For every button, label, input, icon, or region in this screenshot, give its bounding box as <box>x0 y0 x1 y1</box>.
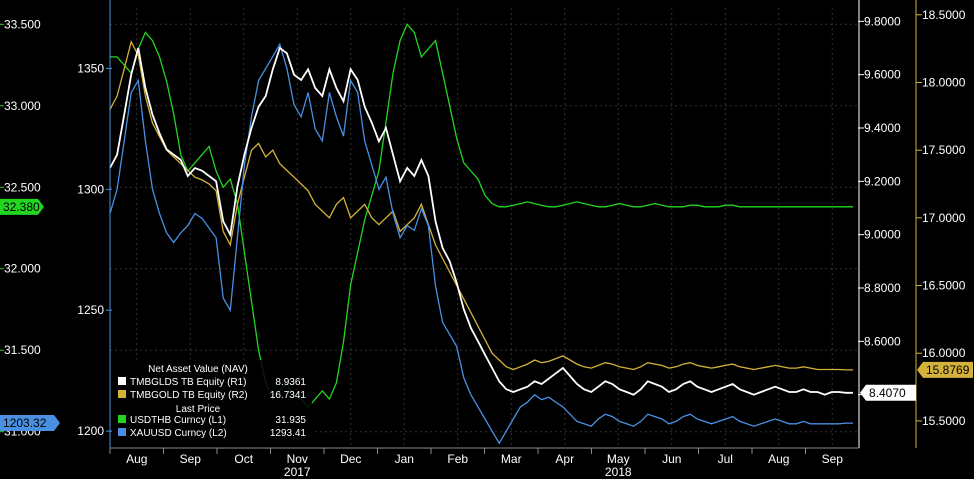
axis-tick-label: 17.0000 <box>922 211 966 225</box>
x-tick-label: Jun <box>662 452 681 466</box>
legend-header-last: Last Price <box>176 404 221 415</box>
legend-box <box>112 360 312 445</box>
legend-swatch <box>118 377 126 385</box>
last-value-badges: 32.380 1203.32 8.4070 15.8769 <box>0 198 973 432</box>
axis-tick-label: 17.5000 <box>922 143 966 157</box>
axis-tick-label: 1300 <box>77 182 104 196</box>
axis-tick-label: 9.8000 <box>864 14 901 28</box>
last-value-badge: 8.4070 <box>869 386 906 400</box>
last-value-badge-shape <box>860 384 916 401</box>
axis-r2: 18.5000 18.0000 17.5000 17.0000 16.5000 16.00… <box>916 8 966 428</box>
x-tick-label: Sep <box>822 452 844 466</box>
x-tick-label: Oct <box>234 452 253 466</box>
series-line-r2 <box>109 40 853 371</box>
legend-header-nav: Net Asset Value (NAV) <box>148 364 248 375</box>
axis-tick-label: 9.2000 <box>864 174 901 188</box>
x-tick-label: Feb <box>447 452 468 466</box>
legend-label: TMBGLDS TB Equity (R1) <box>130 377 247 388</box>
x-tick-label: Apr <box>555 452 574 466</box>
legend: Net Asset Value (NAV) TMBGLDS TB Equity … <box>112 360 312 445</box>
axis-tick-label: 8.6000 <box>864 334 901 348</box>
last-value-badge-shape <box>917 361 973 378</box>
x-tick-label: Nov <box>287 452 308 466</box>
axis-tick-label: 31.500 <box>4 343 41 357</box>
last-value-badge: 32.380 <box>3 200 40 214</box>
x-year-label: 2017 <box>284 465 311 479</box>
legend-swatch <box>118 428 126 436</box>
series-line-r1 <box>109 46 853 396</box>
axis-tick-label: 33.500 <box>4 17 41 31</box>
legend-label: XAUUSD Curncy (L2) <box>130 428 227 439</box>
axis-tick-label: 8.8000 <box>864 281 901 295</box>
axis-tick-label: 1250 <box>77 303 104 317</box>
axis-l2: 1350 1300 1250 1200 <box>77 61 112 438</box>
axis-tick-label: 1200 <box>77 424 104 438</box>
last-value-badge: 1203.32 <box>3 416 47 430</box>
x-year-label: 2018 <box>605 465 632 479</box>
x-tick-label: Jan <box>395 452 414 466</box>
last-value-badge-shape <box>0 198 44 215</box>
legend-value: 8.9361 <box>275 377 306 388</box>
legend-label: USDTHB Curncy (L1) <box>130 415 226 426</box>
x-axis: Aug Sep Oct Nov Dec Jan Feb Mar Apr May Jun Jul Aug S… <box>109 448 844 479</box>
x-tick-label: Jul <box>718 452 733 466</box>
legend-value: 1293.41 <box>270 428 307 439</box>
axis-tick-label: 16.5000 <box>922 279 966 293</box>
axis-tick-label: 16.0000 <box>922 346 966 360</box>
legend-value: 16.7341 <box>270 390 307 401</box>
series-line-l2 <box>109 42 853 445</box>
x-tick-label: Dec <box>340 452 361 466</box>
last-value-badge: 15.8769 <box>926 363 970 377</box>
series-line-l1 <box>110 23 853 409</box>
x-tick-label: Aug <box>126 452 147 466</box>
x-tick-label: Aug <box>768 452 789 466</box>
legend-entries: TMBGLDS TB Equity (R1) 8.9361 TMBGOLD TB E… <box>118 377 306 439</box>
legend-swatch <box>118 415 126 423</box>
axis-tick-label: 1350 <box>77 61 104 75</box>
plot-lines <box>109 23 853 445</box>
legend-value: 31.935 <box>275 415 306 426</box>
axis-tick-label: 9.4000 <box>864 121 901 135</box>
axis-tick-label: 18.5000 <box>922 8 966 22</box>
last-value-badge-shape <box>0 415 60 432</box>
axis-tick-label: 33.000 <box>4 99 41 113</box>
x-tick-label: May <box>607 452 630 466</box>
axis-tick-label: 32.500 <box>4 180 41 194</box>
axis-tick-label: 15.5000 <box>922 414 966 428</box>
axis-tick-label: 32.000 <box>4 262 41 276</box>
x-tick-label: Mar <box>501 452 522 466</box>
axis-tick-label: 9.6000 <box>864 68 901 82</box>
legend-swatch <box>118 390 126 398</box>
axis-tick-label: 9.0000 <box>864 228 901 242</box>
x-tick-label: Sep <box>180 452 202 466</box>
legend-label: TMBGOLD TB Equity (R2) <box>130 390 248 401</box>
axis-tick-label: 18.0000 <box>922 75 966 89</box>
